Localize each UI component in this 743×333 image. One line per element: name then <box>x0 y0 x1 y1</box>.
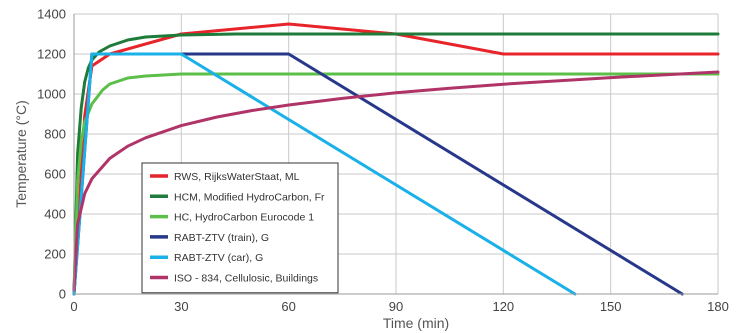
series-line-5 <box>72 52 577 296</box>
series-line-3 <box>72 72 720 296</box>
legend-label: HC, HydroCarbon Eurocode 1 <box>174 212 314 224</box>
y-tick-label: 1000 <box>37 87 66 102</box>
legend-label: RWS, RijksWaterStaat, ML <box>174 171 300 183</box>
x-axis-title: Time (min) <box>383 315 449 331</box>
y-tick-label: 1200 <box>37 47 66 62</box>
axes-layer: 0 200 400 600 800 1000 1200 1400 0 30 60 90 120 150 18… <box>37 7 729 315</box>
legend-label: HCM, Modified HydroCarbon, Fr <box>174 191 325 203</box>
y-axis-title: Temperature (°C) <box>13 100 29 208</box>
series-layer <box>72 22 720 296</box>
y-tick-label: 600 <box>44 167 66 182</box>
legend-label: RABT-ZTV (train), G <box>174 232 269 244</box>
y-tick-label: 800 <box>44 127 66 142</box>
x-tick-label: 120 <box>492 299 514 314</box>
legend-box <box>141 162 339 294</box>
x-tick-label: 60 <box>281 299 295 314</box>
legend-label: RABT-ZTV (car), G <box>174 252 263 264</box>
x-tick-label: 180 <box>707 299 729 314</box>
y-tick-label: 1400 <box>37 7 66 22</box>
x-tick-label: 0 <box>70 299 77 314</box>
y-tick-label: 0 <box>59 287 66 302</box>
legend-label: ISO - 834, Cellulosic, Buildings <box>174 273 318 285</box>
series-line-2 <box>72 32 720 296</box>
y-tick-label: 400 <box>44 207 66 222</box>
x-tick-label: 30 <box>174 299 188 314</box>
y-tick-label: 200 <box>44 247 66 262</box>
x-tick-label: 90 <box>389 299 403 314</box>
x-tick-label: 150 <box>600 299 622 314</box>
legend: RWS, RijksWaterStaat, ML HCM, Modified Hy… <box>141 162 339 294</box>
series-line-6 <box>72 70 720 292</box>
